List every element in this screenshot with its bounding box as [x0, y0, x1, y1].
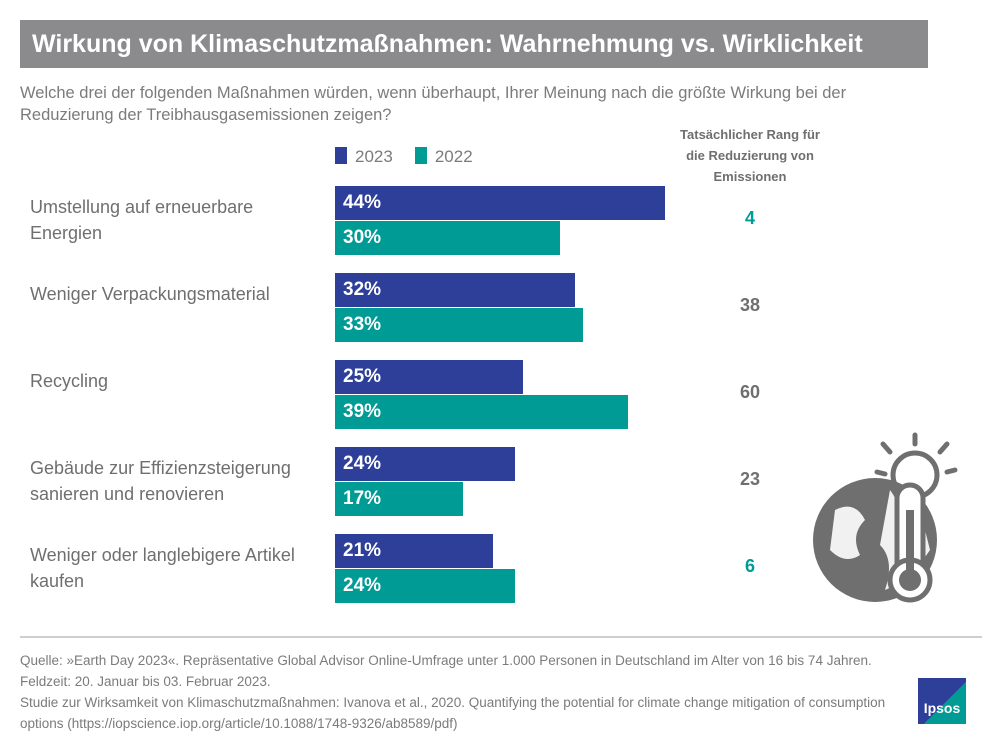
bar-2022: 39% — [335, 395, 628, 429]
actual-rank: 23 — [739, 469, 761, 489]
legend-swatch-2023 — [335, 147, 347, 164]
bar-2022: 30% — [335, 221, 560, 255]
bar-value-label: 32% — [343, 279, 382, 300]
category-label: Recycling — [30, 371, 109, 391]
footer: Quelle: »Earth Day 2023«. Repräsentative… — [20, 650, 900, 734]
bar-2023: 32% — [335, 273, 575, 307]
actual-rank: 6 — [744, 556, 755, 576]
bar-2022: 17% — [335, 482, 463, 516]
globe-thermometer-sun-icon — [813, 432, 958, 603]
source-note: Quelle: »Earth Day 2023«. Repräsentative… — [20, 653, 872, 689]
bar-2023: 21% — [335, 534, 493, 568]
bar-value-label: 30% — [343, 227, 382, 248]
bar-value-label: 17% — [343, 488, 382, 509]
category-label: Weniger Verpackungsmaterial — [30, 284, 270, 304]
actual-rank: 38 — [739, 295, 761, 315]
legend-swatch-2022 — [414, 147, 427, 164]
bar-value-label: 25% — [343, 366, 382, 387]
bar-2023: 25% — [335, 360, 523, 394]
rank-header: Tatsächlicher Rang für die Reduzierung v… — [680, 127, 820, 184]
question-subtitle: Welche drei der folgenden Maßnahmen würd… — [20, 84, 847, 124]
bar-value-label: 24% — [343, 575, 382, 596]
bar-value-label: 39% — [343, 401, 382, 422]
bar-value-label: 33% — [343, 314, 382, 335]
category-label: Weniger oder langlebigere Artikel kaufen — [30, 545, 295, 591]
bar-value-label: 24% — [343, 453, 382, 474]
legend-label-2023: 2023 — [355, 147, 393, 166]
category-label: Umstellung auf erneuerbare Energien — [30, 197, 254, 243]
legend-item-2022: 2022 — [414, 147, 473, 167]
bar-2022: 33% — [335, 308, 583, 342]
bar-value-label: 44% — [343, 192, 382, 213]
bar-2022: 24% — [335, 569, 515, 603]
actual-rank: 60 — [739, 382, 761, 402]
page-title: Wirkung von Klimaschutzmaßnahmen: Wahrne… — [20, 20, 928, 68]
bar-2023: 44% — [335, 186, 665, 220]
legend: 2023 2022 — [335, 147, 473, 167]
logo-text: Ipsos — [923, 700, 961, 716]
ipsos-logo: Ipsos — [918, 678, 966, 724]
footer-divider — [20, 636, 982, 638]
legend-label-2022: 2022 — [434, 147, 473, 166]
actual-rank: 4 — [744, 208, 755, 228]
study-note: Studie zur Wirksamkeit von Klimaschutzma… — [20, 695, 886, 731]
category-label: Gebäude zur Effizienzsteigerung sanieren… — [30, 458, 291, 504]
legend-item-2023: 2023 — [335, 147, 393, 167]
bar-2023: 24% — [335, 447, 515, 481]
bar-value-label: 21% — [343, 540, 382, 561]
